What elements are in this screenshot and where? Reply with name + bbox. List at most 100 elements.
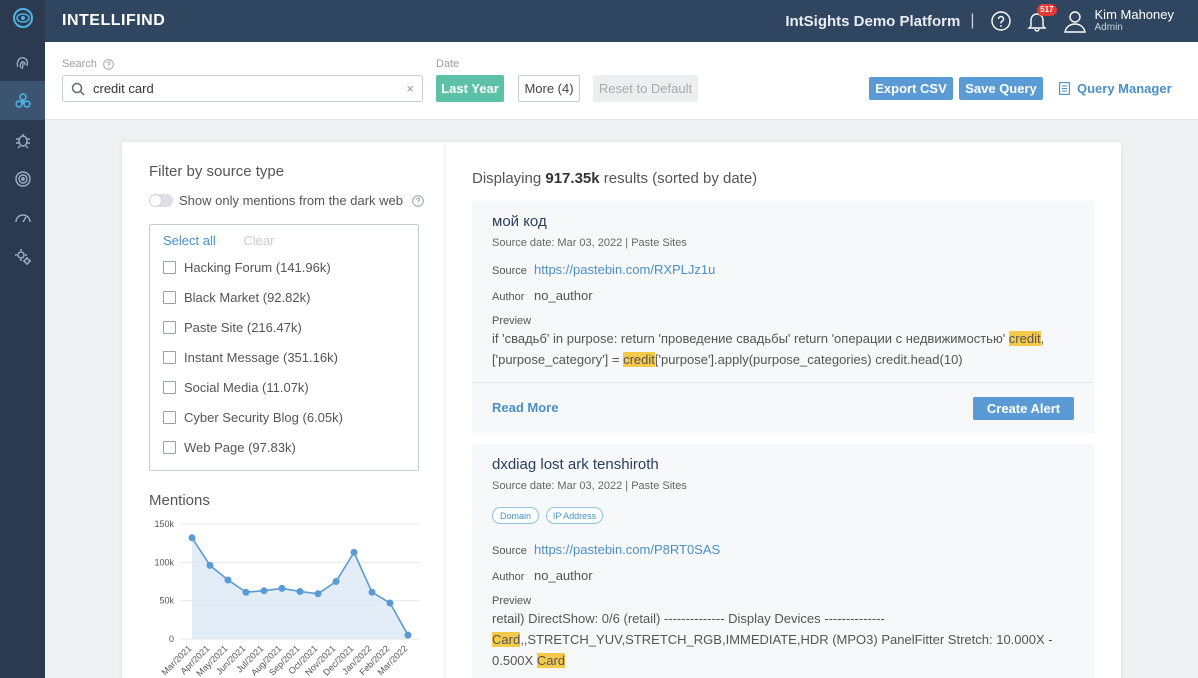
chart-point <box>314 590 322 598</box>
tag-domain[interactable]: Domain <box>492 507 539 524</box>
biohazard-icon[interactable] <box>0 81 45 120</box>
highlight: credit <box>1008 331 1041 346</box>
user-role: Admin <box>1094 22 1123 33</box>
chart-point <box>350 548 358 556</box>
target-icon[interactable] <box>0 159 45 198</box>
source-checkbox-item[interactable]: Social Media (11.07k) <box>163 380 309 395</box>
highlight: Card <box>492 632 521 647</box>
user-menu[interactable]: Kim Mahoney Admin <box>1063 8 1174 34</box>
chart-point <box>386 599 394 607</box>
gauge-icon[interactable] <box>0 198 45 237</box>
source-label: Paste Site (216.47k) <box>184 320 302 335</box>
results-panel: Displaying 917.35k results (sorted by da… <box>445 142 1121 678</box>
help-icon[interactable] <box>990 11 1011 31</box>
results-card: Filter by source type Show only mentions… <box>122 142 1121 678</box>
source-checkbox-item[interactable]: Web Page (97.83k) <box>163 440 296 455</box>
dark-web-info-icon[interactable] <box>412 194 424 207</box>
chart-point <box>332 578 340 585</box>
filter-panel: Filter by source type Show only mentions… <box>122 142 445 678</box>
source-checkbox-item[interactable]: Instant Message (351.16k) <box>163 350 338 365</box>
source-checkbox-item[interactable]: Black Market (92.82k) <box>163 290 310 305</box>
results-summary: Displaying 917.35k results (sorted by da… <box>472 170 758 187</box>
chart-point <box>206 561 214 569</box>
select-all-link[interactable]: Select all <box>163 233 216 248</box>
document-icon <box>1059 82 1070 95</box>
source-checkbox-item[interactable]: Hacking Forum (141.96k) <box>163 260 331 275</box>
source-url-link[interactable]: https://pastebin.com/P8RT0SAS <box>534 542 721 557</box>
checkbox[interactable] <box>163 291 176 304</box>
date-label: Date <box>436 58 460 70</box>
source-checkbox-item[interactable]: Paste Site (216.47k) <box>163 320 302 335</box>
result-title[interactable]: dxdiag lost ark tenshiroth <box>492 456 659 473</box>
search-toolbar: Search credit card × Date Last Year More… <box>45 42 1198 120</box>
clear-link[interactable]: Clear <box>243 233 275 248</box>
checkbox[interactable] <box>163 411 176 424</box>
search-icon <box>71 82 85 96</box>
checkbox[interactable] <box>163 381 176 394</box>
user-name: Kim Mahoney <box>1094 7 1174 22</box>
top-bar: INTELLIFIND IntSights Demo Platform | 51… <box>45 0 1198 42</box>
mentions-title: Mentions <box>149 492 210 509</box>
source-label: Black Market (92.82k) <box>184 290 311 305</box>
save-query-button[interactable]: Save Query <box>959 77 1043 100</box>
read-more-link[interactable]: Read More <box>492 400 559 415</box>
chart-point <box>188 534 196 542</box>
source-label: Social Media (11.07k) <box>184 380 309 395</box>
search-label: Search <box>62 58 114 70</box>
source-label: Cyber Security Blog (6.05k) <box>184 410 343 425</box>
dark-web-toggle-label: Show only mentions from the dark web <box>179 193 403 208</box>
tag-ip-address[interactable]: IP Address <box>546 507 603 524</box>
checkbox[interactable] <box>163 351 176 364</box>
chart-area <box>192 537 408 639</box>
create-alert-button[interactable]: Create Alert <box>973 397 1074 420</box>
source-label: Hacking Forum (141.96k) <box>184 260 331 275</box>
result-item: dxdiag lost ark tenshiroth Source date: … <box>472 444 1094 678</box>
source-url-link[interactable]: https://pastebin.com/RXPLJz1u <box>534 262 716 277</box>
result-author: Author no_author <box>492 288 593 303</box>
selection-controls: Select all Clear <box>163 233 274 248</box>
result-title[interactable]: мой код <box>492 213 547 230</box>
source-label: Instant Message (351.16k) <box>184 350 338 365</box>
checkbox[interactable] <box>163 441 176 454</box>
result-meta: Source date: Mar 03, 2022 | Paste Sites <box>492 237 687 249</box>
reset-default-button[interactable]: Reset to Default <box>593 75 698 102</box>
chart-point <box>404 631 412 639</box>
y-tick-label: 150k <box>154 519 174 529</box>
highlight: credit <box>623 352 655 367</box>
notifications-button[interactable]: 517 <box>1026 4 1057 32</box>
y-tick-label: 100k <box>154 557 174 567</box>
bug-icon[interactable] <box>0 120 45 159</box>
header-separator: | <box>970 12 975 29</box>
y-tick-label: 50k <box>159 596 174 606</box>
highlight: Card <box>536 653 566 668</box>
filter-title: Filter by source type <box>149 163 285 180</box>
result-author: Author no_author <box>492 568 593 583</box>
user-avatar-icon <box>1063 11 1086 33</box>
result-source: Source https://pastebin.com/RXPLJz1u <box>492 262 716 277</box>
search-info-icon[interactable] <box>103 58 114 70</box>
dark-web-toggle[interactable] <box>149 194 173 207</box>
more-filters-button[interactable]: More (4) <box>518 75 580 102</box>
platform-name: IntSights Demo Platform <box>785 12 961 30</box>
app-logo-icon[interactable] <box>0 0 45 36</box>
y-tick-label: 0 <box>169 634 174 644</box>
search-value[interactable]: credit card <box>93 81 154 96</box>
mentions-chart: 150k100k50k0Mar/2021Apr/2021May/2021Jun/… <box>154 519 420 678</box>
brand-name[interactable]: INTELLIFIND <box>62 12 166 29</box>
search-input[interactable]: credit card × <box>62 75 423 102</box>
last-year-button[interactable]: Last Year <box>436 75 504 102</box>
query-manager-link[interactable]: Query Manager <box>1059 81 1172 96</box>
result-item: мой код Source date: Mar 03, 2022 | Past… <box>472 201 1094 433</box>
chart-point <box>278 584 286 592</box>
source-type-list: Select all Clear Hacking Forum (141.96k)… <box>149 224 419 471</box>
checkbox[interactable] <box>163 321 176 334</box>
settings-gears-icon[interactable] <box>0 237 45 276</box>
left-sidebar <box>0 0 45 678</box>
chart-point <box>224 576 232 584</box>
checkbox[interactable] <box>163 261 176 274</box>
export-csv-button[interactable]: Export CSV <box>869 77 953 100</box>
source-checkbox-item[interactable]: Cyber Security Blog (6.05k) <box>163 410 343 425</box>
source-label: Web Page (97.83k) <box>184 440 296 455</box>
clear-search-icon[interactable]: × <box>406 81 414 96</box>
fingerprint-icon[interactable] <box>0 42 45 81</box>
